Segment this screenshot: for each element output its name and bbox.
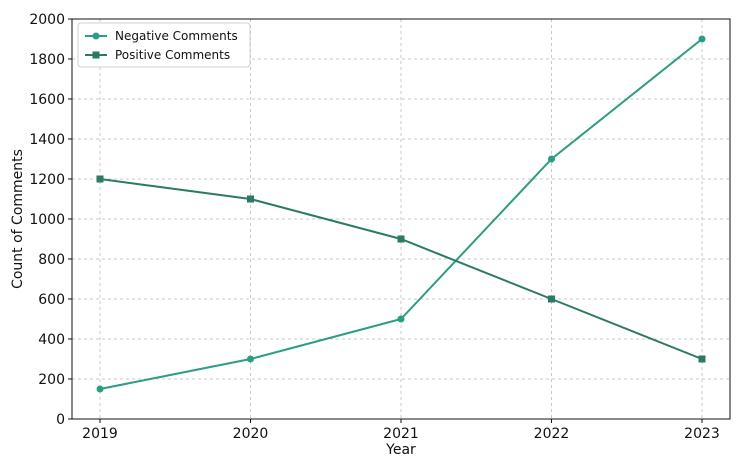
y-tick-label: 2000 [29, 12, 65, 28]
data-point-circle [247, 355, 254, 363]
grid-layer [72, 18, 730, 420]
y-axis-title: Count of Comments [10, 149, 26, 289]
data-point-circle [698, 35, 706, 43]
x-tick-label: 2021 [383, 426, 419, 442]
legend-circle-marker-icon [92, 32, 100, 40]
x-axis-title: Year [385, 442, 416, 456]
data-point-circle [96, 385, 104, 393]
y-tick-label: 1800 [29, 52, 65, 68]
x-tick-label: 2020 [233, 426, 269, 442]
legend: Negative Comments Positive Comments [77, 22, 251, 68]
series-layer [96, 35, 706, 393]
data-point-square [548, 295, 555, 303]
data-point-square [698, 355, 706, 363]
plot-frame [71, 18, 731, 420]
x-tick-label: 2019 [82, 426, 118, 442]
x-tick-label: 2022 [534, 426, 570, 442]
legend-square-marker-icon [92, 51, 100, 59]
legend-box [77, 22, 251, 68]
y-tick-label: 800 [38, 252, 65, 268]
y-tick-label: 200 [38, 372, 65, 388]
y-tick-label: 0 [56, 412, 65, 428]
data-point-circle [548, 155, 555, 163]
x-tick-label: 2023 [684, 426, 720, 442]
data-point-square [247, 195, 254, 203]
y-tick-label: 1400 [29, 132, 65, 148]
y-tick-label: 1600 [29, 92, 65, 108]
y-tick-label: 400 [38, 332, 65, 348]
legend-label: Positive Comments [115, 48, 230, 62]
y-tick-label: 600 [38, 292, 65, 308]
data-point-square [397, 235, 405, 243]
y-tick-label: 1200 [29, 172, 65, 188]
data-point-square [96, 175, 104, 183]
axes-layer: 0 200 400 600 800 1000 1200 1400 1600 1800 2000 201… [29, 12, 731, 442]
legend-label: Negative Comments [115, 29, 238, 43]
data-point-circle [397, 315, 405, 323]
y-tick-label: 1000 [29, 212, 65, 228]
